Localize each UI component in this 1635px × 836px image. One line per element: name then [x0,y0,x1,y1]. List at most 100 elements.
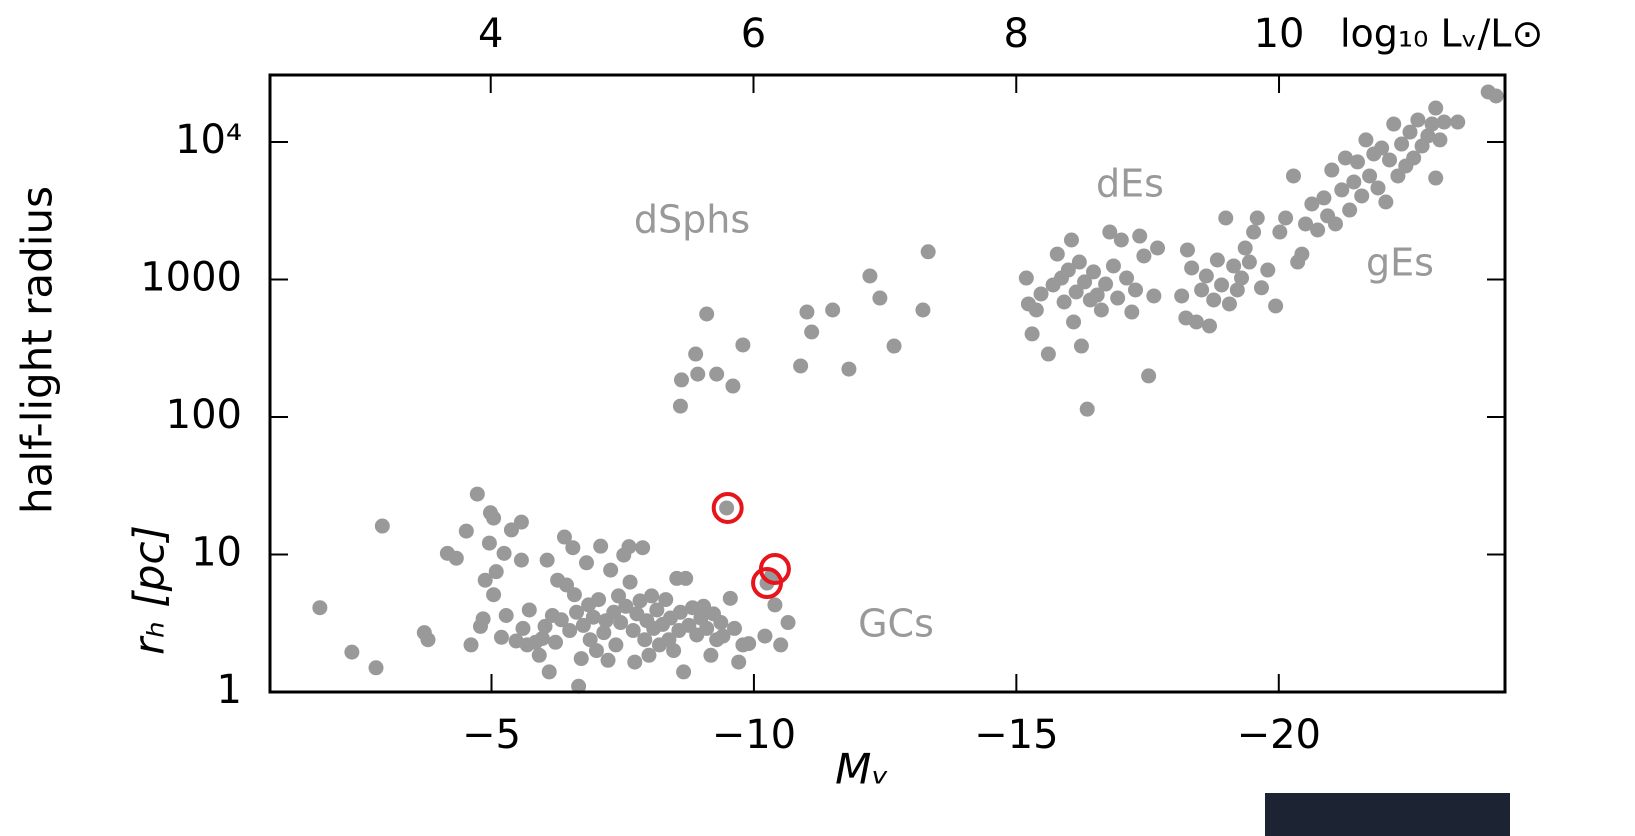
point [1127,282,1143,298]
point [699,620,715,636]
point [1040,346,1056,362]
x-axis-label: Mᵥ [835,745,889,794]
point [1218,210,1234,226]
point [1136,248,1152,264]
point [515,620,531,636]
point [825,302,841,318]
point [773,637,789,653]
point [1086,264,1102,280]
point [448,550,464,566]
point [486,587,502,603]
point [1119,270,1135,286]
point [1246,224,1262,240]
point [727,620,743,636]
point [676,664,692,680]
x-tick-label: −5 [462,712,521,758]
point [531,647,547,663]
point [767,597,783,613]
point [573,651,589,667]
point [1024,326,1040,342]
point [1073,338,1089,354]
point [673,372,689,388]
point [541,664,557,680]
point [741,636,757,652]
point [611,588,627,604]
point [1428,170,1444,186]
point [678,570,694,586]
x2-tick-label: 10 [1254,11,1305,57]
point [1432,132,1448,148]
point [735,337,751,353]
point [1079,401,1095,417]
point [713,615,729,631]
y-tick-label: 1000 [140,254,242,300]
y-tick-label: 10 [191,529,242,575]
point [715,628,731,644]
point [1268,298,1284,314]
annotation: dSphs [634,198,750,242]
point [368,660,384,676]
point [1146,288,1162,304]
point [344,644,360,660]
point [862,268,878,284]
point [588,643,604,659]
point [593,538,609,554]
point [1068,284,1084,300]
point [1420,128,1436,144]
point [1370,180,1386,196]
point [1202,318,1218,334]
point [1206,292,1222,308]
point [1406,150,1422,166]
point [496,545,512,561]
point [637,632,653,648]
point [688,346,704,362]
point [1298,216,1314,232]
point [658,592,674,608]
point [513,552,529,568]
point [566,587,582,603]
point [1386,116,1402,132]
point [666,643,682,659]
point [1056,294,1072,310]
point [1342,202,1358,218]
point [1249,210,1265,226]
point [1209,252,1225,268]
point [1221,296,1237,312]
point [571,678,587,694]
x2-tick-label: 8 [1004,11,1029,57]
point [841,361,857,377]
y-tick-label: 100 [166,392,242,438]
point [1350,154,1366,170]
point [1327,216,1343,232]
point [731,654,747,670]
point [1316,190,1332,206]
point [493,629,509,645]
point [596,625,612,641]
point [1194,282,1210,298]
point [1226,258,1242,274]
annotation: GCs [858,602,934,646]
point [1402,124,1418,140]
y-axis-label: half-light radius [13,186,62,514]
point [556,529,572,545]
point [569,604,585,620]
point [1410,112,1426,128]
point [1141,368,1157,384]
point [793,358,809,374]
point [477,572,493,588]
point [539,552,555,568]
point [613,615,629,631]
point [1132,228,1148,244]
point [1234,270,1250,286]
point [1304,196,1320,212]
point [537,618,553,634]
highlight-ring [711,491,744,524]
x2-tick-label: 6 [741,11,766,57]
point [1188,314,1204,330]
point [757,628,773,644]
point [1028,302,1044,318]
point [565,540,581,556]
point [1214,277,1230,293]
point [608,637,624,653]
